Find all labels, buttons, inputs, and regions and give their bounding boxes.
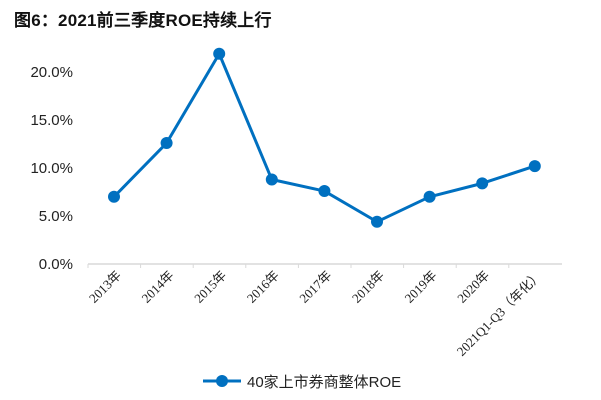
x-tick-label: 2019年: [402, 268, 440, 306]
x-tick-label: 2016年: [244, 268, 282, 306]
x-axis: 2013年 2014年 2015年 2016年 2017年 2018年 2019年 2020年…: [86, 264, 545, 359]
data-point-marker: [213, 47, 226, 60]
data-point-marker: [108, 190, 120, 203]
data-point-marker: [476, 177, 489, 190]
legend-marker-icon: [216, 375, 228, 387]
data-point-marker: [423, 190, 436, 203]
x-tick-label: 2013年: [86, 268, 124, 306]
y-tick-label: 10.0%: [30, 160, 73, 177]
series-markers: [108, 47, 541, 228]
x-tick-label: 2018年: [349, 268, 387, 306]
y-axis: 0.0% 5.0% 10.0% 15.0% 20.0%: [30, 64, 73, 273]
y-tick-label: 15.0%: [30, 112, 73, 129]
chart-title: 图6：2021前三季度ROE持续上行: [14, 11, 272, 30]
data-point-marker: [528, 160, 541, 173]
x-tick-label: 2017年: [296, 268, 334, 306]
data-point-marker: [265, 173, 278, 186]
data-point-marker: [318, 185, 331, 198]
y-tick-label: 5.0%: [39, 208, 73, 225]
y-tick-label: 0.0%: [39, 256, 73, 273]
x-tick-label: 2014年: [139, 268, 177, 306]
y-tick-label: 20.0%: [30, 64, 73, 81]
data-point-marker: [160, 137, 173, 150]
data-point-marker: [371, 215, 383, 228]
legend: 40家上市券商整体ROE: [203, 374, 401, 391]
x-tick-label: 2020年: [454, 268, 492, 306]
x-tick-label: 2015年: [191, 268, 229, 306]
legend-label: 40家上市券商整体ROE: [247, 374, 401, 391]
